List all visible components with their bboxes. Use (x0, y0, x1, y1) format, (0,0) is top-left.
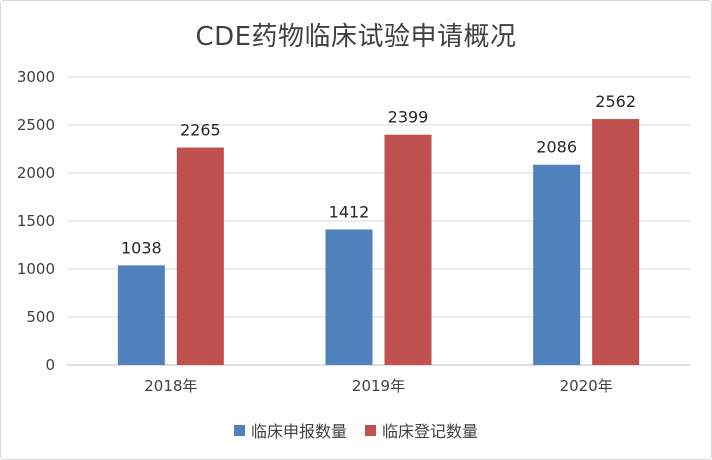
x-tick-label: 2018年 (144, 377, 197, 395)
legend-label-series-1: 临床申报数量 (250, 422, 347, 441)
legend-item-series-1: 临床申报数量 (233, 418, 347, 442)
bar-1 (117, 265, 165, 365)
data-label: 2265 (180, 121, 221, 140)
legend-swatch-series-2 (365, 424, 376, 436)
bar-2 (384, 134, 432, 365)
y-tick-label: 1500 (17, 212, 55, 230)
legend: 临床申报数量 临床登记数量 (0, 418, 712, 442)
y-tick-label: 0 (45, 356, 55, 374)
y-tick-label: 2000 (17, 164, 55, 182)
bar-2 (592, 119, 640, 365)
legend-swatch-series-1 (233, 424, 245, 436)
data-label: 2086 (536, 138, 577, 157)
data-label: 1412 (329, 202, 370, 221)
data-label: 2562 (595, 92, 636, 111)
bar-1 (533, 164, 581, 365)
y-tick-label: 1000 (17, 260, 55, 278)
x-tick-label: 2019年 (352, 377, 405, 395)
bar-2 (176, 147, 224, 365)
y-tick-label: 2500 (17, 116, 55, 134)
legend-item-series-2: 临床登记数量 (365, 418, 478, 442)
data-label: 1038 (121, 238, 162, 257)
data-label: 2399 (388, 108, 429, 127)
x-tick-label: 2020年 (560, 377, 613, 395)
y-tick-label: 500 (26, 308, 55, 326)
bar-1 (325, 229, 373, 365)
y-tick-label: 3000 (17, 68, 55, 86)
legend-label-series-2: 临床登记数量 (382, 422, 479, 441)
chart-title: CDE药物临床试验申请概况 (195, 22, 517, 52)
